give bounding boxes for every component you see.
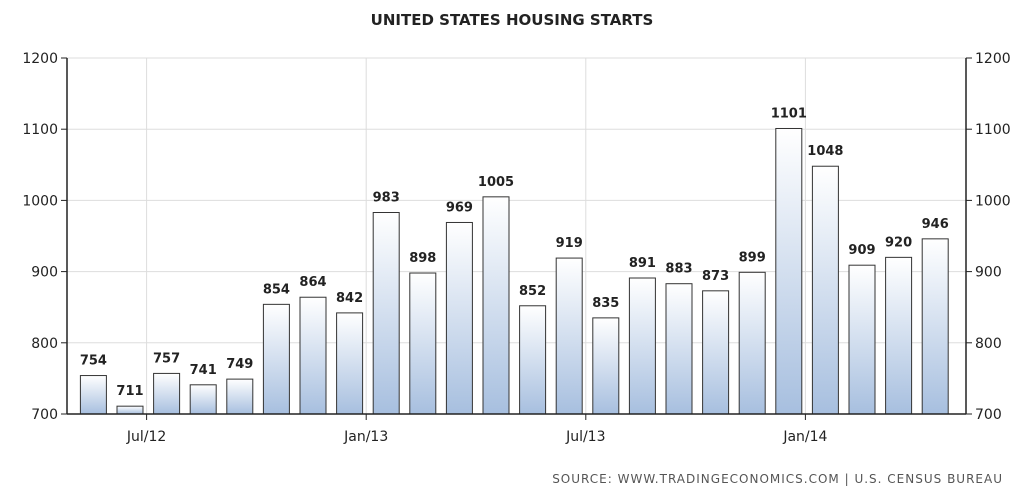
data-label: 898 bbox=[409, 251, 436, 266]
y-tick-label-left: 1000 bbox=[22, 193, 58, 209]
data-label: 741 bbox=[190, 363, 217, 378]
bar bbox=[79, 375, 107, 415]
bar bbox=[811, 165, 839, 415]
bar bbox=[519, 305, 547, 415]
bar bbox=[555, 257, 583, 415]
data-label: 711 bbox=[116, 384, 143, 399]
bar bbox=[628, 277, 656, 415]
bars: 754 711 757 741 749 854 864 842 983 898 969 1005 852… bbox=[79, 106, 949, 415]
y-tick-label-right: 800 bbox=[975, 336, 1002, 352]
data-label: 909 bbox=[848, 243, 875, 258]
bar bbox=[738, 271, 766, 415]
bar bbox=[702, 290, 730, 415]
bar bbox=[409, 272, 437, 415]
data-label: 864 bbox=[299, 275, 326, 290]
bar bbox=[885, 256, 913, 415]
chart-title: UNITED STATES HOUSING STARTS bbox=[371, 11, 654, 29]
x-tick-label: Jul/13 bbox=[565, 429, 605, 445]
data-label: 852 bbox=[519, 284, 546, 299]
data-label: 873 bbox=[702, 269, 729, 284]
data-label: 899 bbox=[739, 250, 766, 265]
axes: 700 700 800 800 900 900 1000 1000 1100 1100 1200 12… bbox=[22, 51, 1010, 445]
data-label: 754 bbox=[80, 354, 107, 369]
data-label: 757 bbox=[153, 351, 180, 366]
bar bbox=[336, 312, 364, 415]
bar bbox=[445, 221, 473, 415]
y-tick-label-right: 1100 bbox=[975, 122, 1011, 138]
y-tick-label-right: 900 bbox=[975, 265, 1002, 281]
y-tick-label-left: 1200 bbox=[22, 51, 58, 67]
bar bbox=[153, 372, 181, 415]
y-tick-label-left: 700 bbox=[31, 407, 58, 423]
data-label: 983 bbox=[373, 191, 400, 206]
x-tick-label: Jul/12 bbox=[126, 429, 166, 445]
x-tick-label: Jan/14 bbox=[782, 429, 827, 445]
data-label: 891 bbox=[629, 256, 656, 271]
data-label: 749 bbox=[226, 357, 253, 372]
data-label: 1005 bbox=[478, 175, 514, 190]
data-label: 1101 bbox=[771, 106, 807, 121]
bar bbox=[482, 196, 510, 415]
data-label: 919 bbox=[556, 236, 583, 251]
data-label: 946 bbox=[922, 217, 949, 232]
y-tick-label-left: 900 bbox=[31, 265, 58, 281]
data-label: 1048 bbox=[807, 144, 843, 159]
y-tick-label-left: 800 bbox=[31, 336, 58, 352]
bar bbox=[921, 238, 949, 415]
x-tick-label: Jan/13 bbox=[343, 429, 388, 445]
bar bbox=[665, 283, 693, 415]
data-label: 854 bbox=[263, 282, 290, 297]
data-label: 883 bbox=[665, 262, 692, 277]
bar bbox=[189, 384, 217, 415]
bar bbox=[226, 378, 254, 415]
bar bbox=[116, 405, 144, 415]
data-label: 920 bbox=[885, 235, 912, 250]
y-tick-label-right: 700 bbox=[975, 407, 1002, 423]
y-tick-label-right: 1200 bbox=[975, 51, 1011, 67]
bar bbox=[848, 264, 876, 415]
data-label: 969 bbox=[446, 200, 473, 215]
bar bbox=[262, 303, 290, 415]
bar bbox=[299, 296, 327, 415]
y-tick-label-left: 1100 bbox=[22, 122, 58, 138]
y-tick-label-right: 1000 bbox=[975, 193, 1011, 209]
data-label: 835 bbox=[592, 296, 619, 311]
source-note: SOURCE: WWW.TRADINGECONOMICS.COM | U.S. … bbox=[552, 472, 1003, 486]
bar bbox=[592, 317, 620, 415]
bar bbox=[775, 127, 803, 415]
bar bbox=[372, 212, 400, 415]
data-label: 842 bbox=[336, 291, 363, 306]
